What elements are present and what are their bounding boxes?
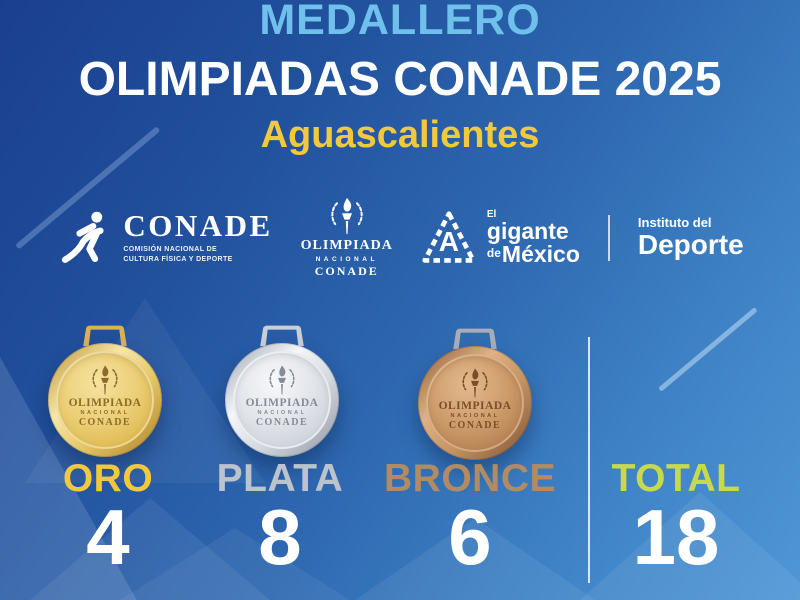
gold-medal-disc: OLIMPIADA NACIONAL CONADE [48, 343, 162, 457]
bronze-medal-face: OLIMPIADA NACIONAL CONADE [426, 354, 524, 452]
gigante-text-block: El gigante deMéxico [486, 208, 580, 267]
gold-medal: OLIMPIADA NACIONAL CONADE [47, 324, 163, 457]
aguascalientes-a-emblem: A [421, 210, 477, 266]
conade-tagline-line1: COMISIÓN NACIONAL DE [123, 245, 218, 253]
gigante-de: de [486, 245, 501, 260]
instituto-line2: Deporte [637, 228, 744, 260]
gigante-word1: gigante [486, 217, 569, 244]
runner-icon [62, 211, 104, 263]
torch-wreath-icon [92, 365, 118, 395]
oro-count: 4 [86, 493, 130, 581]
olimpiada-nacional-logo: OLIMPIADA NACIONAL CONADE [301, 196, 393, 279]
gold-medal-face: OLIMPIADA NACIONAL CONADE [56, 351, 154, 449]
olimpiada-logo-line2: NACIONAL [315, 256, 378, 263]
medal-inscription-line1: OLIMPIADA [438, 400, 512, 412]
medal-inscription-line3: CONADE [78, 416, 132, 428]
instituto-deporte-logo: Instituto del Deporte [637, 215, 744, 260]
silver-medal-disc: OLIMPIADA NACIONAL CONADE [225, 343, 339, 457]
logo-row: CONADE COMISIÓN NACIONAL DE CULTURA FÍSI… [0, 196, 800, 279]
medal-inscription-line2: NACIONAL [80, 410, 130, 416]
location-name: Aguascalientes [260, 114, 540, 156]
gigante-mexico: México [501, 240, 580, 267]
emblem-letter: A [438, 225, 459, 257]
bronze-medal: OLIMPIADA NACIONAL CONADE [417, 327, 533, 460]
plata-count: 8 [258, 493, 302, 581]
conade-logo: CONADE COMISIÓN NACIONAL DE CULTURA FÍSI… [56, 209, 272, 267]
instituto-line1: Instituto del [637, 215, 712, 231]
medal-inscription-line2: NACIONAL [257, 410, 307, 416]
total-label: TOTAL [611, 457, 741, 500]
medal-inscription-line3: CONADE [255, 416, 309, 428]
gigante-de-mexico-logo: A El gigante deMéxico [421, 208, 580, 267]
logo-divider [607, 214, 610, 261]
silver-medal-face: OLIMPIADA NACIONAL CONADE [233, 351, 331, 449]
conade-tagline-line2: CULTURA FÍSICA Y DEPORTE [123, 256, 233, 263]
bronze-medal-disc: OLIMPIADA NACIONAL CONADE [418, 346, 532, 460]
page-title: MEDALLERO [259, 0, 541, 44]
torch-wreath-icon [331, 197, 363, 235]
torch-wreath-icon [462, 368, 488, 398]
medal-inscription-line1: OLIMPIADA [68, 397, 142, 409]
olimpiada-logo-line3: CONADE [314, 264, 379, 278]
silver-medal: OLIMPIADA NACIONAL CONADE [224, 324, 340, 457]
total-divider-line [588, 337, 590, 583]
oro-label: ORO [62, 457, 154, 500]
total-count: 18 [632, 493, 720, 581]
gigante-el: El [486, 208, 497, 220]
torch-wreath-icon [269, 365, 295, 395]
gigante-word2: deMéxico [486, 240, 580, 267]
conade-wordmark: CONADE [123, 207, 273, 243]
patterned-triangle-icon [422, 210, 476, 263]
event-title: OLIMPIADAS CONADE 2025 [78, 53, 722, 106]
conade-text-block: CONADE COMISIÓN NACIONAL DE CULTURA FÍSI… [123, 210, 272, 265]
olimpiada-logo-line1: OLIMPIADA [300, 238, 393, 253]
medal-inscription-line2: NACIONAL [450, 413, 500, 419]
bronce-label: BRONCE [383, 457, 556, 500]
medal-inscription-line1: OLIMPIADA [245, 397, 319, 409]
medal-inscription-line3: CONADE [448, 419, 502, 431]
diagonal-line-decoration [658, 307, 758, 392]
plata-label: PLATA [216, 457, 344, 500]
bronce-count: 6 [448, 493, 492, 581]
